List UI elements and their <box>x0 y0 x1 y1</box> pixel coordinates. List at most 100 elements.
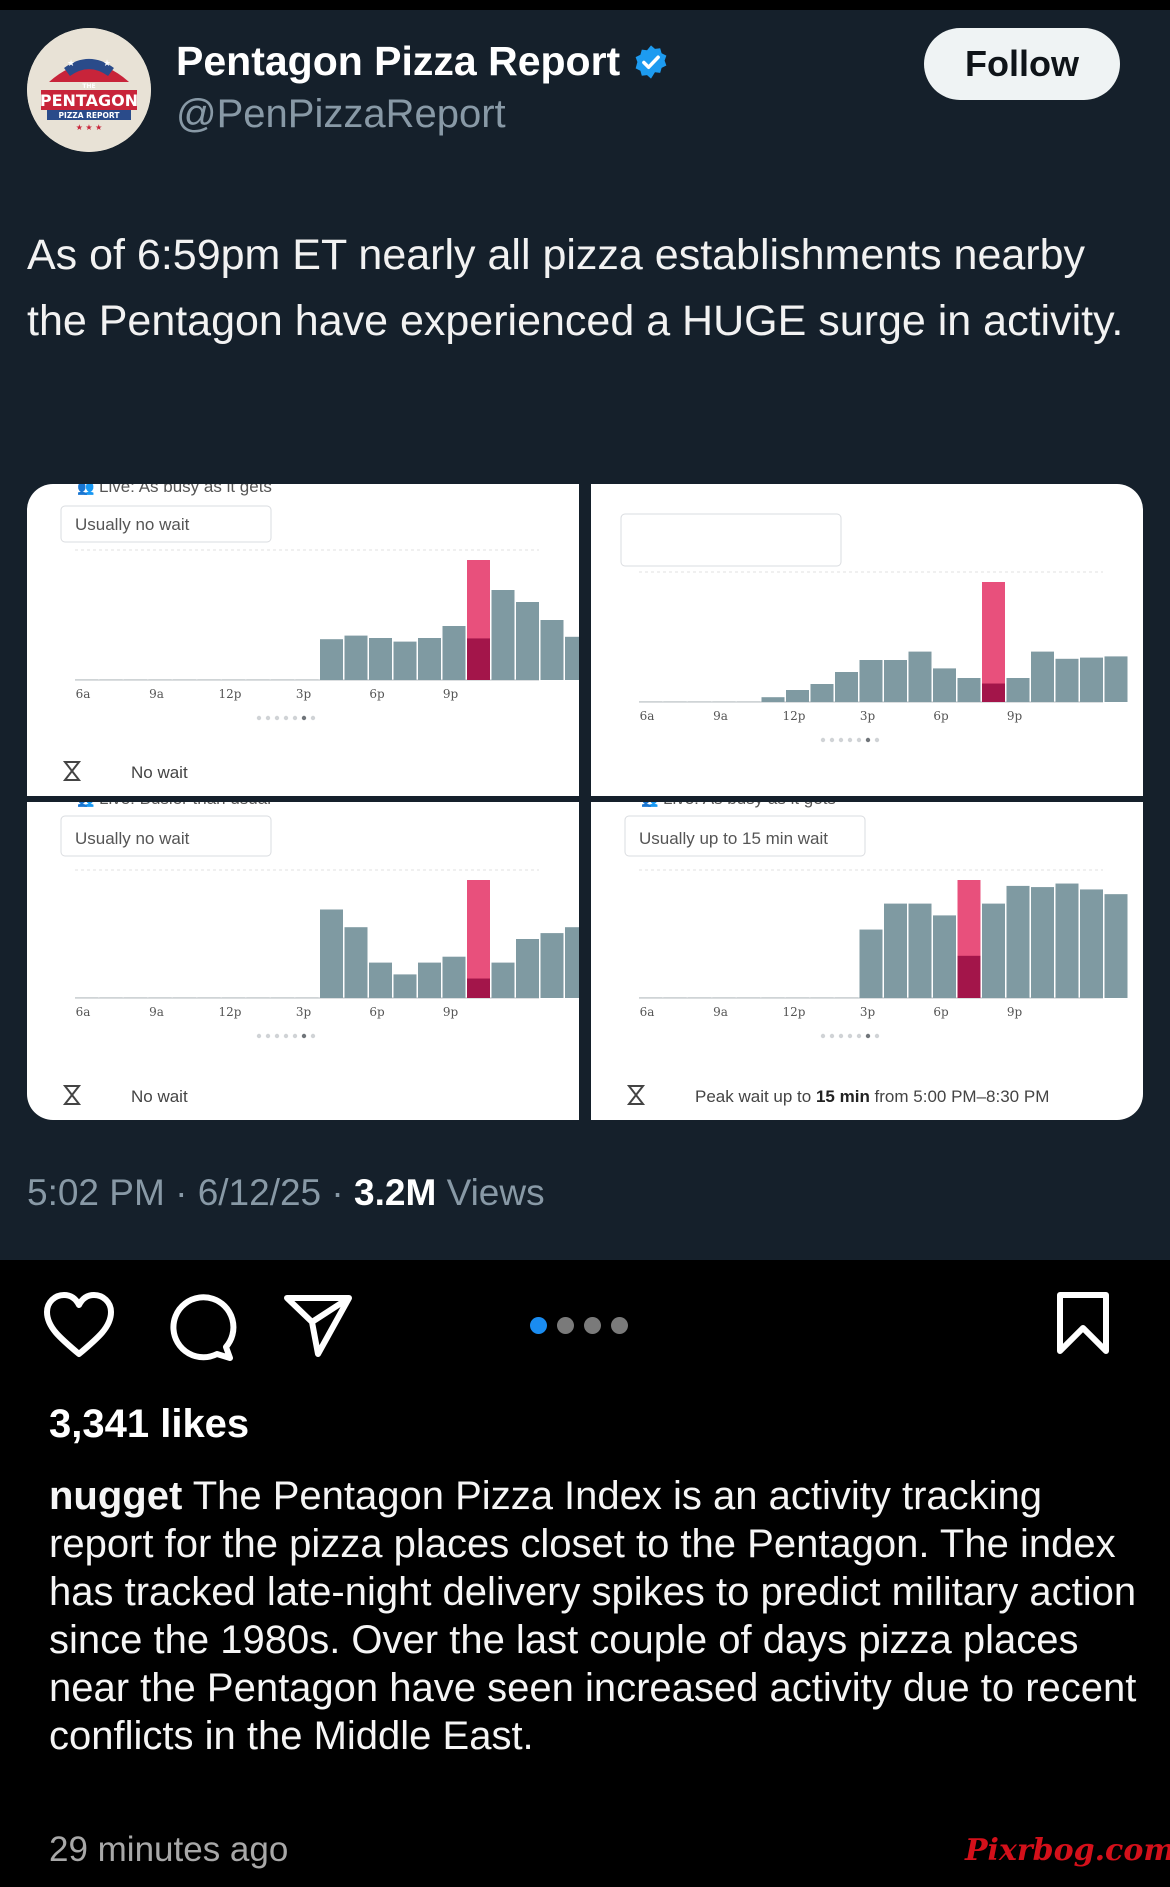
chart-bar <box>565 636 579 680</box>
x-tick-label: 6a <box>640 1005 655 1019</box>
display-name[interactable]: Pentagon Pizza Report <box>176 38 621 84</box>
chart-bar <box>884 903 907 998</box>
chart-bar <box>1104 894 1128 998</box>
chart-bar <box>99 679 123 680</box>
chart-bar <box>197 997 221 998</box>
popular-times-chart: Live: As busy as it gets 👥 Usually up to 1… <box>624 802 1128 1106</box>
likes-count[interactable]: 3,341 likes <box>49 1402 250 1446</box>
chart-bar <box>148 997 172 998</box>
chart-bar <box>516 602 539 680</box>
x-tick-label: 12p <box>219 687 242 701</box>
chart-bar <box>712 701 736 702</box>
chart-bar <box>663 997 687 998</box>
post-time: 29 minutes ago <box>49 1830 289 1869</box>
chart-bar <box>908 903 932 998</box>
chart-bar <box>688 997 711 998</box>
day-pager-dot <box>856 1033 862 1039</box>
caption-text: The Pentagon Pizza Index is an activity … <box>49 1474 1137 1758</box>
x-tick-label: 9p <box>443 1005 459 1019</box>
popular-times-panel-3[interactable]: Live: Busier than usual 👥 Usually no wait 6… <box>27 802 579 1120</box>
day-pager-dot <box>292 715 298 721</box>
live-bar-usual <box>467 978 490 998</box>
chart-bar <box>418 638 441 680</box>
svg-text:★: ★ <box>103 59 111 69</box>
comment-icon[interactable] <box>163 1290 237 1364</box>
x-tick-label: 6p <box>369 687 385 701</box>
chart-bar <box>369 962 392 998</box>
chart-bar <box>810 684 834 702</box>
x-tick-label: 12p <box>219 1005 242 1019</box>
hourglass-icon <box>62 1085 82 1105</box>
day-pager-dot <box>292 1033 298 1039</box>
handle[interactable]: @PenPizzaReport <box>176 92 506 136</box>
tweet-image-grid[interactable]: Live: As busy as it gets 👥 Usually no wait… <box>27 484 1143 1120</box>
chart-bar <box>859 929 883 998</box>
x-tick-label: 12p <box>783 709 806 723</box>
day-pager-dot <box>820 1033 826 1039</box>
chart-bar <box>320 639 343 680</box>
chart-bar <box>124 679 147 680</box>
chart-bar <box>344 635 368 680</box>
chart-bar <box>271 679 294 680</box>
day-pager-dot <box>847 737 853 743</box>
live-status-text: Live: Busier than usual <box>99 802 271 808</box>
popular-times-panel-4[interactable]: Live: As busy as it gets 👥 Usually up to 1… <box>591 802 1143 1120</box>
day-pager-dot <box>856 737 862 743</box>
popular-times-chart: Live: Busier than usual 👥 Usually no wait 6… <box>60 802 579 1106</box>
x-tick-label: 9a <box>149 687 164 701</box>
chart-bar <box>1055 883 1079 998</box>
chart-bar <box>271 997 294 998</box>
live-bar <box>467 880 490 998</box>
tooltip-text: Usually up to 15 min wait <box>639 829 828 848</box>
chart-bar <box>761 997 785 998</box>
tweet-card: ★ ★ THE PENTAGON PIZZA REPORT ★ ★ ★ Pent… <box>0 10 1170 1260</box>
tweet-time[interactable]: 5:02 PM <box>27 1172 165 1213</box>
chart-bar <box>393 641 417 680</box>
x-tick-label: 9p <box>1007 1005 1023 1019</box>
x-tick-label: 3p <box>296 1005 312 1019</box>
chart-bar <box>786 997 809 998</box>
post-actions <box>0 1290 1170 1370</box>
chart-bar <box>737 997 760 998</box>
share-icon[interactable] <box>282 1290 354 1360</box>
chart-bar <box>393 974 417 998</box>
people-icon: 👥 <box>641 802 658 808</box>
tooltip-text: Usually no wait <box>75 829 190 848</box>
watermark: Pixrbog.com <box>965 1833 1170 1868</box>
people-icon: 👥 <box>77 484 94 496</box>
chart-bar <box>957 678 981 702</box>
name-row: Pentagon Pizza Report <box>176 38 670 85</box>
chart-bar <box>810 997 834 998</box>
day-pager-dot <box>874 1033 880 1039</box>
caption-username[interactable]: nugget <box>49 1474 183 1518</box>
heart-icon[interactable] <box>42 1290 116 1360</box>
day-pager-dot <box>829 737 835 743</box>
day-pager-dot <box>874 737 880 743</box>
chart-bar <box>1055 658 1079 702</box>
avatar-sub-text: PIZZA REPORT <box>59 111 121 120</box>
x-tick-label: 6a <box>640 709 655 723</box>
chart-bar <box>982 903 1005 998</box>
live-status-text: Live: As busy as it gets <box>663 802 836 808</box>
x-tick-label: 3p <box>860 709 876 723</box>
chart-bar <box>124 997 147 998</box>
x-tick-label: 6p <box>933 709 949 723</box>
chart-bar <box>933 915 956 998</box>
day-pager-dot <box>865 1033 871 1039</box>
tweet-date[interactable]: 6/12/25 <box>197 1172 322 1213</box>
chart-bar <box>859 660 883 702</box>
chart-bar <box>516 939 539 998</box>
live-status-text: Live: As busy as it gets <box>99 484 272 496</box>
follow-button[interactable]: Follow <box>924 28 1120 100</box>
bookmark-icon[interactable] <box>1054 1290 1112 1356</box>
x-tick-label: 9a <box>713 1005 728 1019</box>
avatar-main-text: PENTAGON <box>40 91 138 110</box>
chart-bar <box>540 933 564 998</box>
popular-times-panel-1[interactable]: Live: As busy as it gets 👥 Usually no wait… <box>27 484 579 796</box>
live-bar-usual <box>957 955 981 998</box>
chart-bar <box>246 997 270 998</box>
chart-bar <box>761 697 785 702</box>
avatar[interactable]: ★ ★ THE PENTAGON PIZZA REPORT ★ ★ ★ <box>27 28 151 152</box>
